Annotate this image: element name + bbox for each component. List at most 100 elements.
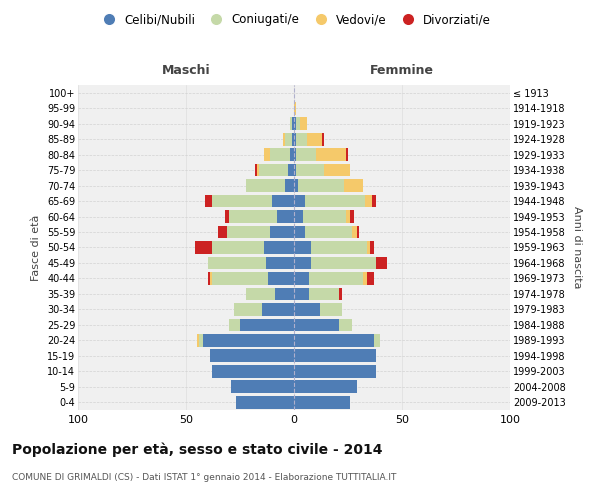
Bar bbox=[294, 396, 350, 408]
Bar bbox=[294, 164, 296, 176]
Bar bbox=[210, 350, 294, 362]
Bar bbox=[298, 179, 344, 192]
Bar bbox=[294, 133, 296, 145]
Bar bbox=[309, 288, 340, 300]
Bar bbox=[208, 272, 210, 285]
Bar bbox=[229, 210, 277, 223]
Bar bbox=[197, 334, 199, 346]
Bar bbox=[370, 241, 374, 254]
Bar bbox=[294, 226, 305, 238]
Bar bbox=[233, 303, 262, 316]
Bar bbox=[340, 288, 341, 300]
Bar bbox=[294, 272, 309, 285]
Bar bbox=[294, 148, 296, 161]
Bar bbox=[208, 256, 266, 270]
Bar bbox=[294, 334, 374, 346]
Bar bbox=[255, 164, 257, 176]
Bar bbox=[374, 334, 380, 346]
Bar bbox=[294, 303, 320, 316]
Bar bbox=[257, 164, 259, 176]
Bar bbox=[275, 288, 294, 300]
Bar bbox=[352, 226, 356, 238]
Bar bbox=[346, 148, 348, 161]
Bar bbox=[290, 148, 294, 161]
Legend: Celibi/Nubili, Coniugati/e, Vedovi/e, Divorziati/e: Celibi/Nubili, Coniugati/e, Vedovi/e, Di… bbox=[92, 8, 496, 31]
Bar bbox=[294, 210, 302, 223]
Bar bbox=[344, 179, 363, 192]
Bar bbox=[311, 256, 376, 270]
Y-axis label: Anni di nascita: Anni di nascita bbox=[572, 206, 582, 288]
Bar bbox=[227, 226, 270, 238]
Bar bbox=[212, 241, 264, 254]
Bar bbox=[236, 396, 294, 408]
Text: Popolazione per età, sesso e stato civile - 2014: Popolazione per età, sesso e stato civil… bbox=[12, 442, 383, 457]
Text: Maschi: Maschi bbox=[161, 64, 211, 78]
Bar bbox=[212, 194, 272, 207]
Bar bbox=[302, 210, 346, 223]
Bar bbox=[199, 334, 203, 346]
Bar bbox=[283, 133, 286, 145]
Bar bbox=[294, 102, 296, 115]
Bar bbox=[340, 318, 352, 331]
Bar bbox=[296, 133, 307, 145]
Bar bbox=[247, 288, 275, 300]
Bar bbox=[363, 272, 367, 285]
Bar bbox=[324, 164, 350, 176]
Bar bbox=[229, 318, 240, 331]
Bar bbox=[225, 210, 229, 223]
Bar bbox=[290, 118, 292, 130]
Bar bbox=[367, 241, 370, 254]
Bar bbox=[294, 350, 376, 362]
Bar bbox=[305, 226, 352, 238]
Bar bbox=[296, 164, 324, 176]
Bar bbox=[247, 179, 286, 192]
Bar bbox=[294, 380, 356, 393]
Text: Femmine: Femmine bbox=[370, 64, 434, 78]
Bar bbox=[316, 148, 346, 161]
Bar bbox=[272, 194, 294, 207]
Text: COMUNE DI GRIMALDI (CS) - Dati ISTAT 1° gennaio 2014 - Elaborazione TUTTITALIA.I: COMUNE DI GRIMALDI (CS) - Dati ISTAT 1° … bbox=[12, 472, 397, 482]
Bar bbox=[210, 272, 212, 285]
Bar bbox=[365, 194, 372, 207]
Bar bbox=[205, 194, 212, 207]
Bar bbox=[296, 118, 301, 130]
Bar bbox=[268, 272, 294, 285]
Bar bbox=[287, 164, 294, 176]
Y-axis label: Fasce di età: Fasce di età bbox=[31, 214, 41, 280]
Bar bbox=[307, 133, 322, 145]
Bar bbox=[286, 133, 292, 145]
Bar bbox=[294, 179, 298, 192]
Bar bbox=[264, 241, 294, 254]
Bar bbox=[376, 256, 387, 270]
Bar bbox=[294, 194, 305, 207]
Bar bbox=[270, 148, 290, 161]
Bar bbox=[294, 365, 376, 378]
Bar bbox=[212, 365, 294, 378]
Bar bbox=[301, 118, 307, 130]
Bar bbox=[292, 118, 294, 130]
Bar bbox=[194, 241, 212, 254]
Bar bbox=[356, 226, 359, 238]
Bar bbox=[266, 256, 294, 270]
Bar bbox=[322, 133, 324, 145]
Bar bbox=[320, 303, 341, 316]
Bar bbox=[309, 272, 363, 285]
Bar bbox=[270, 226, 294, 238]
Bar bbox=[350, 210, 355, 223]
Bar bbox=[296, 148, 316, 161]
Bar bbox=[240, 318, 294, 331]
Bar bbox=[294, 318, 340, 331]
Bar bbox=[264, 148, 270, 161]
Bar bbox=[232, 380, 294, 393]
Bar bbox=[346, 210, 350, 223]
Bar bbox=[277, 210, 294, 223]
Bar bbox=[311, 241, 367, 254]
Bar bbox=[372, 194, 376, 207]
Bar bbox=[212, 272, 268, 285]
Bar bbox=[292, 133, 294, 145]
Bar bbox=[294, 241, 311, 254]
Bar bbox=[259, 164, 287, 176]
Bar bbox=[286, 179, 294, 192]
Bar bbox=[218, 226, 227, 238]
Bar bbox=[294, 118, 296, 130]
